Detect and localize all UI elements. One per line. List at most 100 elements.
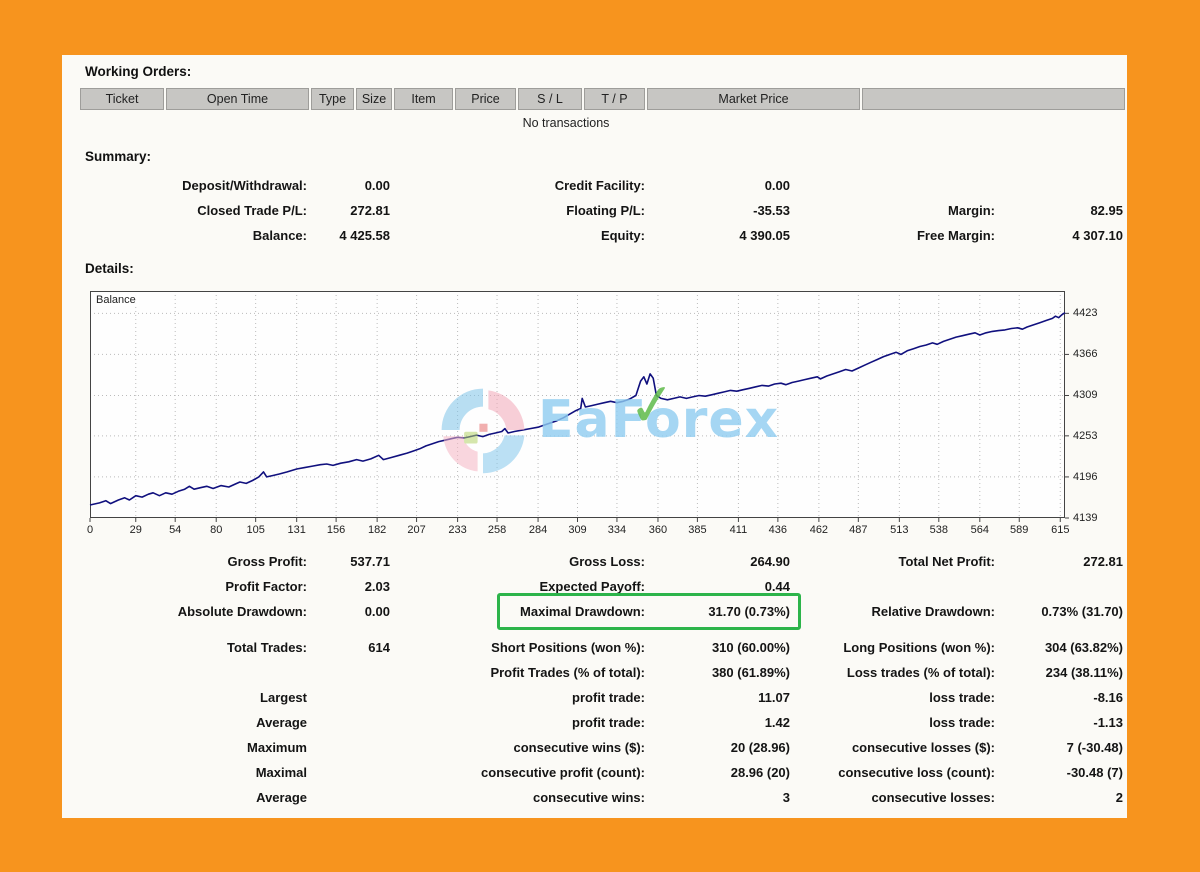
label-col3: consecutive losses: xyxy=(871,790,995,805)
x-tick-label: 284 xyxy=(528,524,548,536)
summary-row: Closed Trade P/L: 272.81 Floating P/L: -35.… xyxy=(62,198,1127,223)
value-col2: 380 (61.89%) xyxy=(711,665,790,680)
value-col2: 4 390.05 xyxy=(739,228,790,243)
stats-row: Total Trades: 614 Short Positions (won %):… xyxy=(62,635,1127,660)
value-col2: 264.90 xyxy=(750,554,790,569)
value-col2: 11.07 xyxy=(758,690,790,705)
x-axis-labels: 0 29 54 80 105 131 156 182 207 233 258 284 309 334 360… xyxy=(87,524,1075,538)
label-col1: Total Trades: xyxy=(227,640,307,655)
working-orders-title: Working Orders: xyxy=(85,64,192,79)
x-tick-label: 80 xyxy=(210,524,223,536)
column-header-opentime: Open Time xyxy=(166,88,309,110)
value-col1 xyxy=(315,685,390,710)
summary-row: Deposit/Withdrawal: 0.00 Credit Facility: 0… xyxy=(62,173,1127,198)
value-col2: 1.42 xyxy=(764,715,790,730)
details-grid: Gross Profit: 537.71 Gross Loss: 264.90 Tota… xyxy=(62,549,1127,810)
label-col2: Equity: xyxy=(600,228,645,243)
label-col1: Profit Factor: xyxy=(225,579,307,594)
value-col3: -8.16 xyxy=(1093,690,1123,705)
value-col1 xyxy=(315,760,390,785)
summary-row: Balance: 4 425.58 Equity: 4 390.05 Free Marg… xyxy=(62,223,1127,248)
y-tick-label: 4196 xyxy=(1073,470,1098,483)
x-tick-label: 131 xyxy=(287,524,306,536)
no-transactions-text: No transactions xyxy=(522,116,610,130)
value-col3: -1.13 xyxy=(1093,715,1123,730)
value-col3: 304 (63.82%) xyxy=(1044,640,1123,655)
label-col3: Loss trades (% of total): xyxy=(846,665,995,680)
x-tick-label: 589 xyxy=(1010,524,1029,536)
x-tick-label: 360 xyxy=(648,524,668,536)
x-tick-label: 54 xyxy=(169,524,182,536)
label-col1: Absolute Drawdown: xyxy=(177,604,307,619)
label-col3: Total Net Profit: xyxy=(898,554,995,569)
value-col1: 4 425.58 xyxy=(339,228,390,243)
label-col2: profit trade: xyxy=(572,690,645,705)
value-col3: 234 (38.11%) xyxy=(1045,665,1123,680)
stats-row: Largest profit trade: 11.07 loss trade: -8.1… xyxy=(62,685,1127,710)
label-col1: Deposit/Withdrawal: xyxy=(182,178,307,193)
y-tick-label: 4253 xyxy=(1073,429,1098,442)
label-col2: Credit Facility: xyxy=(554,178,645,193)
label-col2: Maximal Drawdown: xyxy=(520,604,645,619)
x-tick-label: 258 xyxy=(487,524,507,536)
value-col1 xyxy=(315,735,390,760)
column-header-tp: T / P xyxy=(584,88,645,110)
x-tick-label: 411 xyxy=(729,524,748,536)
x-tick-label: 564 xyxy=(970,524,989,536)
balance-line xyxy=(89,311,1066,506)
label-col3: loss trade: xyxy=(929,715,995,730)
x-tick-label: 156 xyxy=(326,524,346,536)
y-tick-label: 4366 xyxy=(1073,348,1098,361)
label-col1: Maximal xyxy=(255,765,307,780)
label-col3: Long Positions (won %): xyxy=(843,640,995,655)
column-header-size: Size xyxy=(356,88,392,110)
x-tick-label: 385 xyxy=(688,524,707,536)
value-col1 xyxy=(315,785,390,810)
stats-row: Profit Factor: 2.03 Expected Payoff: 0.44 xyxy=(62,574,1127,599)
value-col1 xyxy=(315,710,390,735)
stats-row: Maximum consecutive wins ($): 20 (28.96) co… xyxy=(62,735,1127,760)
label-col2: Profit Trades (% of total): xyxy=(490,665,645,680)
value-col3 xyxy=(1003,173,1123,198)
x-tick-label: 513 xyxy=(890,524,909,536)
label-col3: Margin: xyxy=(948,203,995,218)
stats-row: Maximal consecutive profit (count): 28.96 … xyxy=(62,760,1127,785)
value-col1: 0.00 xyxy=(364,178,390,193)
column-header-marketprice: Market Price xyxy=(647,88,860,110)
label-col3: consecutive loss (count): xyxy=(838,765,995,780)
label-col1: Average xyxy=(256,790,307,805)
column-header-type: Type xyxy=(311,88,354,110)
label-col1: Largest xyxy=(260,690,307,705)
value-col3 xyxy=(1003,574,1123,599)
stats-row: Average consecutive wins: 3 consecutive los… xyxy=(62,785,1127,810)
label-col3 xyxy=(798,173,995,198)
balance-chart: Balance EaForex ✓ xyxy=(89,291,1069,522)
value-col1: 0.00 xyxy=(364,604,390,619)
value-col3: 4 307.10 xyxy=(1072,228,1123,243)
label-col2: Gross Loss: xyxy=(569,554,645,569)
chart-legend-label: Balance xyxy=(93,294,139,306)
y-tick-label: 4423 xyxy=(1073,307,1098,320)
label-col2: consecutive wins ($): xyxy=(513,740,645,755)
label-col1 xyxy=(62,660,307,685)
x-tick-label: 233 xyxy=(448,524,467,536)
value-col2: 28.96 (20) xyxy=(730,765,790,780)
value-col2: 20 (28.96) xyxy=(730,740,790,755)
x-tick-label: 538 xyxy=(929,524,948,536)
balance-chart-plot xyxy=(89,291,1069,522)
label-col3: Relative Drawdown: xyxy=(871,604,995,619)
value-col2: 0.00 xyxy=(764,178,790,193)
label-col2: consecutive wins: xyxy=(533,790,645,805)
column-header-item: Item xyxy=(394,88,453,110)
y-tick-label: 4309 xyxy=(1073,389,1098,402)
stats-row: Absolute Drawdown: 0.00 Maximal Drawdown: 3… xyxy=(62,593,1127,630)
label-col1: Gross Profit: xyxy=(227,554,307,569)
column-header-sl: S / L xyxy=(518,88,582,110)
value-col2: 310 (60.00%) xyxy=(711,640,790,655)
label-col2: Expected Payoff: xyxy=(539,579,645,594)
report-panel: Working Orders: Ticket Open Time Type Size I… xyxy=(62,55,1127,818)
y-axis-labels: 4423 4366 4309 4253 4196 4139 xyxy=(1073,291,1123,524)
label-col1: Average xyxy=(256,715,307,730)
label-col2: Floating P/L: xyxy=(566,203,645,218)
